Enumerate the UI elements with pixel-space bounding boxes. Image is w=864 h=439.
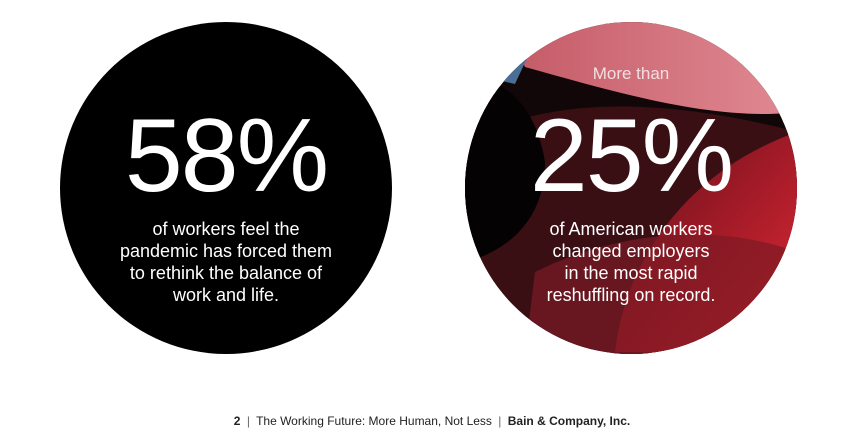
stat-caption-line: work and life. <box>172 285 280 305</box>
stat-circle-left: 58% of workers feel the pandemic has for… <box>60 22 392 354</box>
stat-caption-left: of workers feel the pandemic has forced … <box>60 218 392 306</box>
document-title: The Working Future: More Human, Not Less <box>256 414 492 428</box>
stat-number-left: 58% <box>124 98 329 214</box>
stat-caption-line: to rethink the balance of <box>129 263 323 283</box>
stat-caption-line: pandemic has forced them <box>119 241 333 261</box>
page-number: 2 <box>233 414 241 428</box>
stat-caption-line: of American workers <box>549 219 713 239</box>
company-name: Bain & Company, Inc. <box>507 414 631 428</box>
stat-caption-line: of workers feel the <box>152 219 300 239</box>
footer-separator: | <box>498 414 502 428</box>
footer-separator: | <box>246 414 250 428</box>
stat-caption-line: changed employers <box>552 241 710 261</box>
page-footer: 2 | The Working Future: More Human, Not … <box>0 414 864 428</box>
stat-caption-right: of American workers changed employers in… <box>465 218 797 306</box>
stat-number-right: 25% <box>529 98 734 214</box>
stat-caption-line: in the most rapid <box>564 263 698 283</box>
circle-background-art <box>465 22 797 354</box>
stat-prefix-right: More than <box>592 64 670 83</box>
stat-circle-right: More than 25% of American workers change… <box>465 22 797 354</box>
stat-caption-line: reshuffling on record. <box>546 285 716 305</box>
